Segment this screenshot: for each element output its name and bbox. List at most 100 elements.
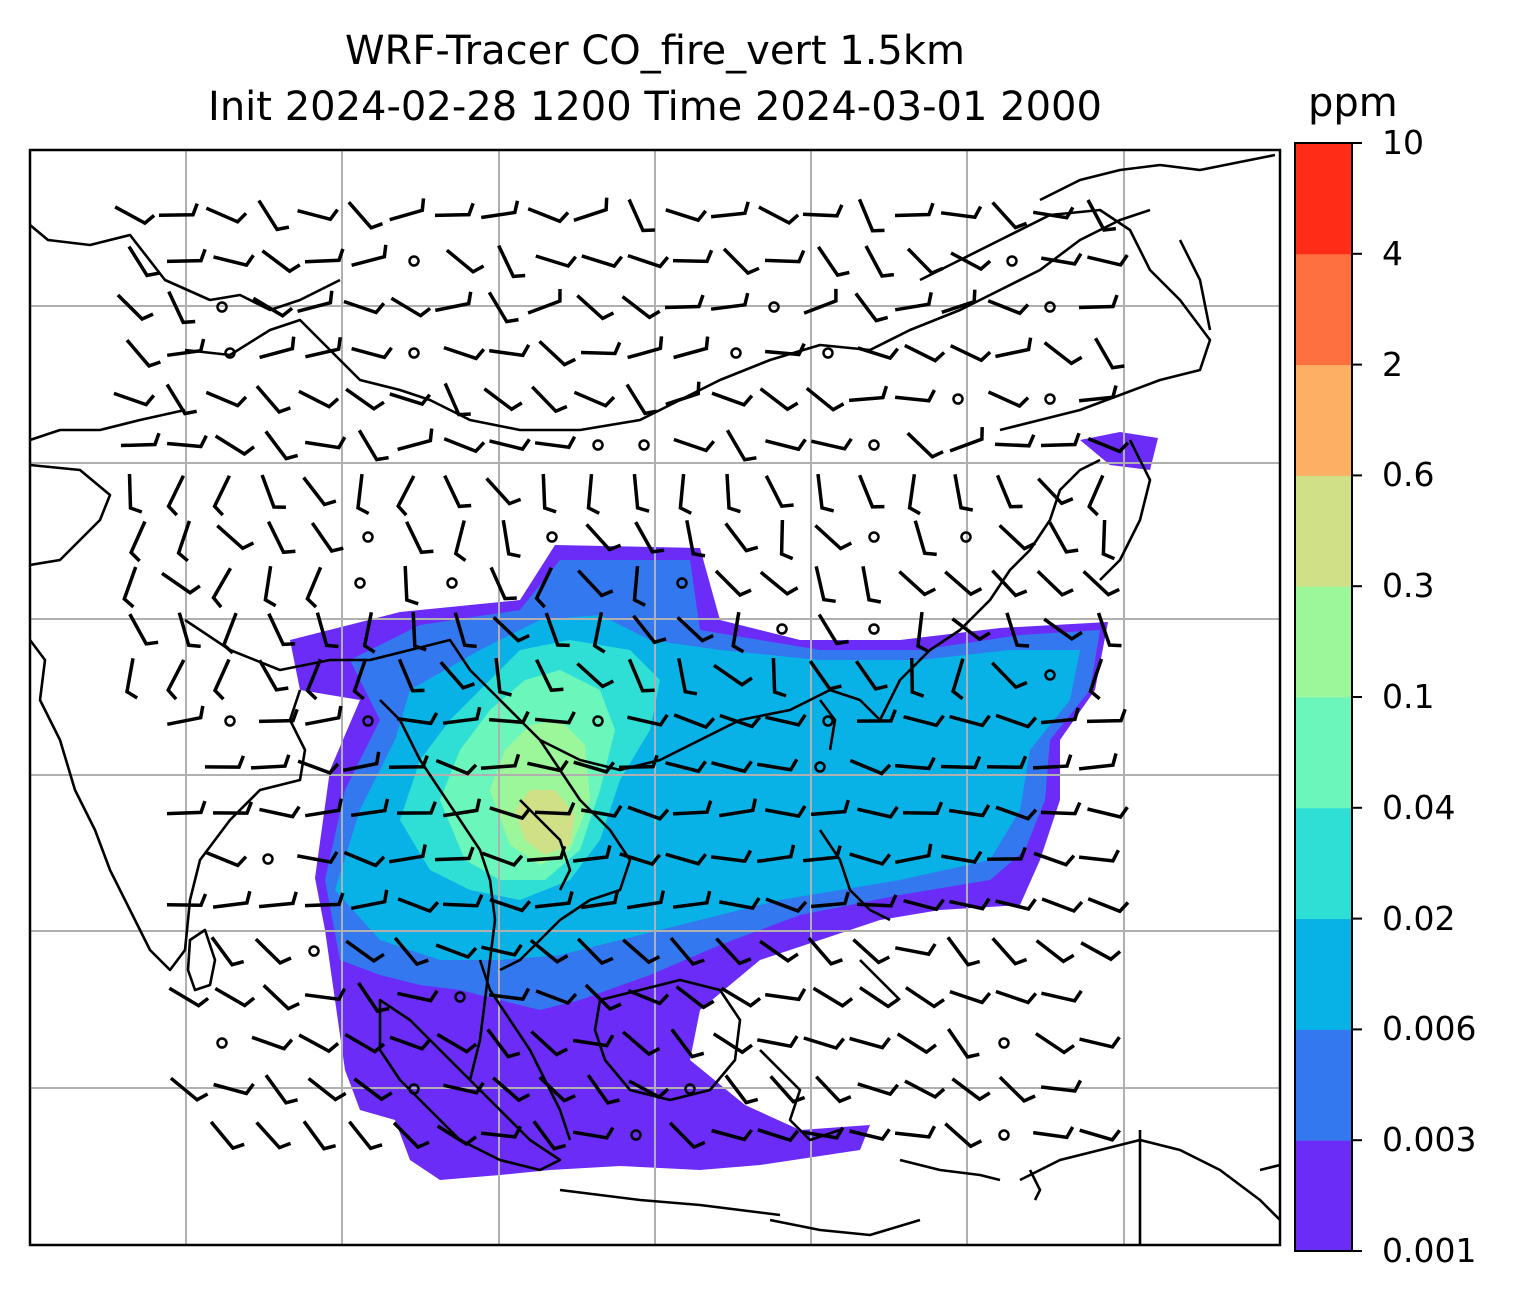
wind-barb	[304, 798, 344, 818]
calm-wind-marker	[224, 347, 236, 359]
calm-wind-marker	[630, 1129, 642, 1141]
wind-barb	[673, 437, 716, 453]
wind-barb	[756, 758, 799, 772]
wind-barb	[592, 611, 606, 654]
wind-barb	[991, 569, 1028, 598]
wind-barb	[677, 657, 698, 696]
wind-barb	[725, 429, 757, 462]
wind-barb	[904, 1079, 946, 1100]
wind-barb	[534, 802, 576, 816]
calm-wind-marker	[960, 531, 972, 543]
wind-barb	[950, 251, 992, 272]
wind-barb	[205, 390, 248, 408]
wind-barb	[627, 988, 670, 1006]
wind-barb	[488, 710, 530, 725]
calm-wind-marker	[1044, 393, 1056, 405]
wind-barb	[390, 296, 432, 318]
wind-barb	[808, 660, 842, 691]
wind-barb	[678, 473, 692, 515]
wind-barb	[664, 294, 705, 310]
wind-barb	[584, 983, 622, 1012]
wind-barb	[297, 208, 339, 222]
wind-barb	[1086, 708, 1127, 724]
colorbar-tick-label: 0.6	[1382, 455, 1435, 495]
colorbar	[1294, 142, 1362, 1252]
wind-barb	[158, 202, 199, 217]
wind-barb	[166, 705, 205, 727]
wind-barb	[632, 473, 650, 513]
wind-barb	[445, 248, 485, 274]
wind-barb	[213, 1082, 255, 1096]
wind-barb	[538, 1076, 576, 1103]
wind-barb	[209, 1120, 245, 1151]
wind-barb	[618, 754, 659, 770]
map-title-line2: Init 2024-02-28 1200 Time 2024-03-01 200…	[208, 84, 1102, 130]
coastline-indochina	[379, 699, 632, 1081]
wind-barb	[940, 755, 982, 770]
wind-barb	[204, 755, 246, 769]
wind-barb	[177, 612, 201, 649]
wind-barb	[718, 798, 758, 818]
wind-barb	[255, 384, 291, 414]
wind-barb	[669, 936, 705, 967]
wind-barb	[166, 893, 208, 907]
coastline-arabia-iran	[30, 224, 341, 567]
wind-barb	[856, 709, 897, 723]
calm-wind-marker	[224, 715, 236, 727]
wind-barb	[214, 434, 256, 457]
wind-barb	[127, 245, 160, 278]
calm-wind-marker	[822, 715, 834, 727]
calm-wind-marker	[768, 301, 780, 313]
wind-barb	[857, 346, 900, 361]
calm-wind-marker	[998, 1037, 1010, 1049]
calm-wind-marker	[362, 531, 374, 543]
wind-barb	[535, 989, 578, 1006]
wind-barb	[530, 1030, 569, 1057]
calm-wind-marker	[408, 255, 420, 267]
wind-barb	[166, 434, 208, 449]
calm-wind-marker	[638, 439, 650, 451]
calm-wind-marker	[592, 439, 604, 451]
wind-barb	[857, 1082, 900, 1097]
wind-barb	[125, 657, 139, 700]
wind-barb	[586, 1074, 620, 1105]
calm-wind-marker	[814, 761, 826, 773]
wind-barb	[357, 981, 390, 1014]
coastline-sri-lanka	[186, 928, 217, 992]
wind-barb	[488, 987, 531, 1001]
wind-barb	[216, 524, 255, 551]
wind-barb	[435, 943, 478, 960]
wind-barb	[114, 205, 156, 226]
wind-barb	[627, 805, 670, 821]
wind-barb	[668, 1121, 706, 1150]
wind-barb	[258, 659, 289, 692]
colorbar-tick-label: 0.003	[1382, 1120, 1477, 1160]
wind-barb	[627, 713, 669, 727]
calm-wind-marker	[868, 623, 880, 635]
wind-barb	[627, 658, 655, 693]
calm-wind-marker	[546, 531, 558, 543]
wind-barb	[711, 760, 753, 774]
wind-barb	[443, 437, 486, 454]
wind-barb	[1086, 199, 1117, 232]
wind-barb	[302, 476, 337, 507]
wind-barb	[817, 613, 849, 646]
wind-barb	[718, 896, 761, 911]
wind-barb	[127, 473, 143, 514]
wind-barb	[894, 292, 933, 312]
wind-barb	[166, 248, 207, 264]
wind-barb	[676, 616, 714, 643]
wind-barb	[627, 198, 655, 233]
wind-barb	[991, 201, 1028, 230]
wind-barb	[756, 844, 796, 864]
wind-barb	[221, 612, 238, 655]
calm-wind-marker	[868, 531, 880, 543]
wind-barb	[526, 845, 567, 862]
wind-barb	[483, 387, 523, 412]
wind-barb	[759, 939, 799, 963]
wind-barb	[894, 1125, 937, 1139]
wind-barb	[949, 344, 992, 363]
wind-barb	[627, 336, 664, 360]
wind-barb	[255, 1121, 292, 1150]
wind-barb	[916, 611, 930, 654]
